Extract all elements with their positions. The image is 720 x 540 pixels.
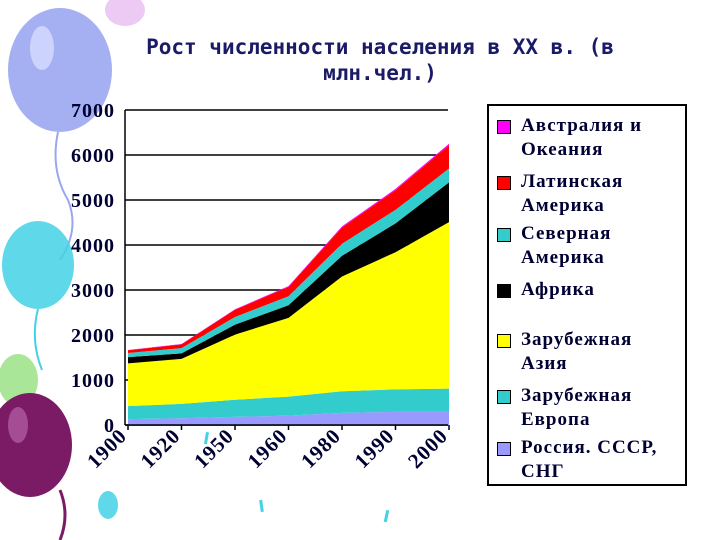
legend-item-3: Африка (497, 278, 595, 302)
legend-swatch-4 (497, 228, 511, 242)
balloon-top-pink (105, 0, 145, 26)
x-tick-label-1900: 1900 (82, 424, 131, 473)
y-tick-label-7000: 7000 (71, 100, 115, 122)
area-series-0 (128, 411, 449, 425)
legend-item-6: Австралия и Океания (497, 114, 642, 162)
legend-swatch-3 (497, 284, 511, 298)
y-tick-label-5000: 5000 (71, 190, 115, 212)
legend-label-5: Латинская Америка (521, 171, 624, 216)
legend-item-0: Россия. СССР, СНГ (497, 436, 657, 484)
balloon-light-blue (8, 8, 112, 261)
y-tick-label-3000: 3000 (71, 280, 115, 302)
legend-label-4: Северная Америка (521, 223, 612, 268)
legend-item-5: Латинская Америка (497, 170, 623, 218)
legend-swatch-1 (497, 390, 511, 404)
legend-item-1: Зарубежная Европа (497, 384, 632, 432)
x-tick-label-1920: 1920 (136, 424, 185, 473)
x-tick-label-1990: 1990 (350, 424, 399, 473)
x-tick-label-1980: 1980 (296, 424, 345, 473)
x-tick-label-1960: 1960 (243, 424, 292, 473)
y-tick-label-1000: 1000 (71, 370, 115, 392)
legend-item-2: Зарубежная Азия (497, 328, 632, 376)
legend-item-4: Северная Америка (497, 222, 611, 270)
y-tick-label-4000: 4000 (71, 235, 115, 257)
x-tick-label-1950: 1950 (189, 424, 238, 473)
y-tick-label-0: 0 (104, 415, 115, 437)
legend-swatch-6 (497, 120, 511, 134)
y-tick-label-2000: 2000 (71, 325, 115, 347)
area-series-2 (128, 222, 449, 407)
chart-title: Рост численности населения в XX в. (в мл… (146, 35, 614, 85)
area-series-1 (128, 388, 449, 420)
legend-label-1: Зарубежная Европа (521, 385, 633, 430)
legend-label-2: Зарубежная Азия (521, 329, 633, 374)
legend-label-0: Россия. СССР, СНГ (521, 437, 658, 482)
balloon-cyan (2, 221, 74, 371)
legend-swatch-0 (497, 442, 511, 456)
balloon-green (0, 354, 38, 406)
y-tick-label-6000: 6000 (71, 145, 115, 167)
balloon-dark-purple (0, 393, 72, 540)
legend-swatch-5 (497, 176, 511, 190)
x-tick-label-2000: 2000 (403, 424, 452, 473)
legend-swatch-2 (497, 334, 511, 348)
legend-label-6: Австралия и Океания (521, 115, 643, 160)
chart-legend: Австралия и Океания Латинская Америка Севе… (487, 104, 687, 486)
decorative-cyan-dashes (203, 431, 390, 523)
balloon-small-cyan (98, 491, 118, 519)
legend-label-3: Африка (521, 279, 595, 300)
